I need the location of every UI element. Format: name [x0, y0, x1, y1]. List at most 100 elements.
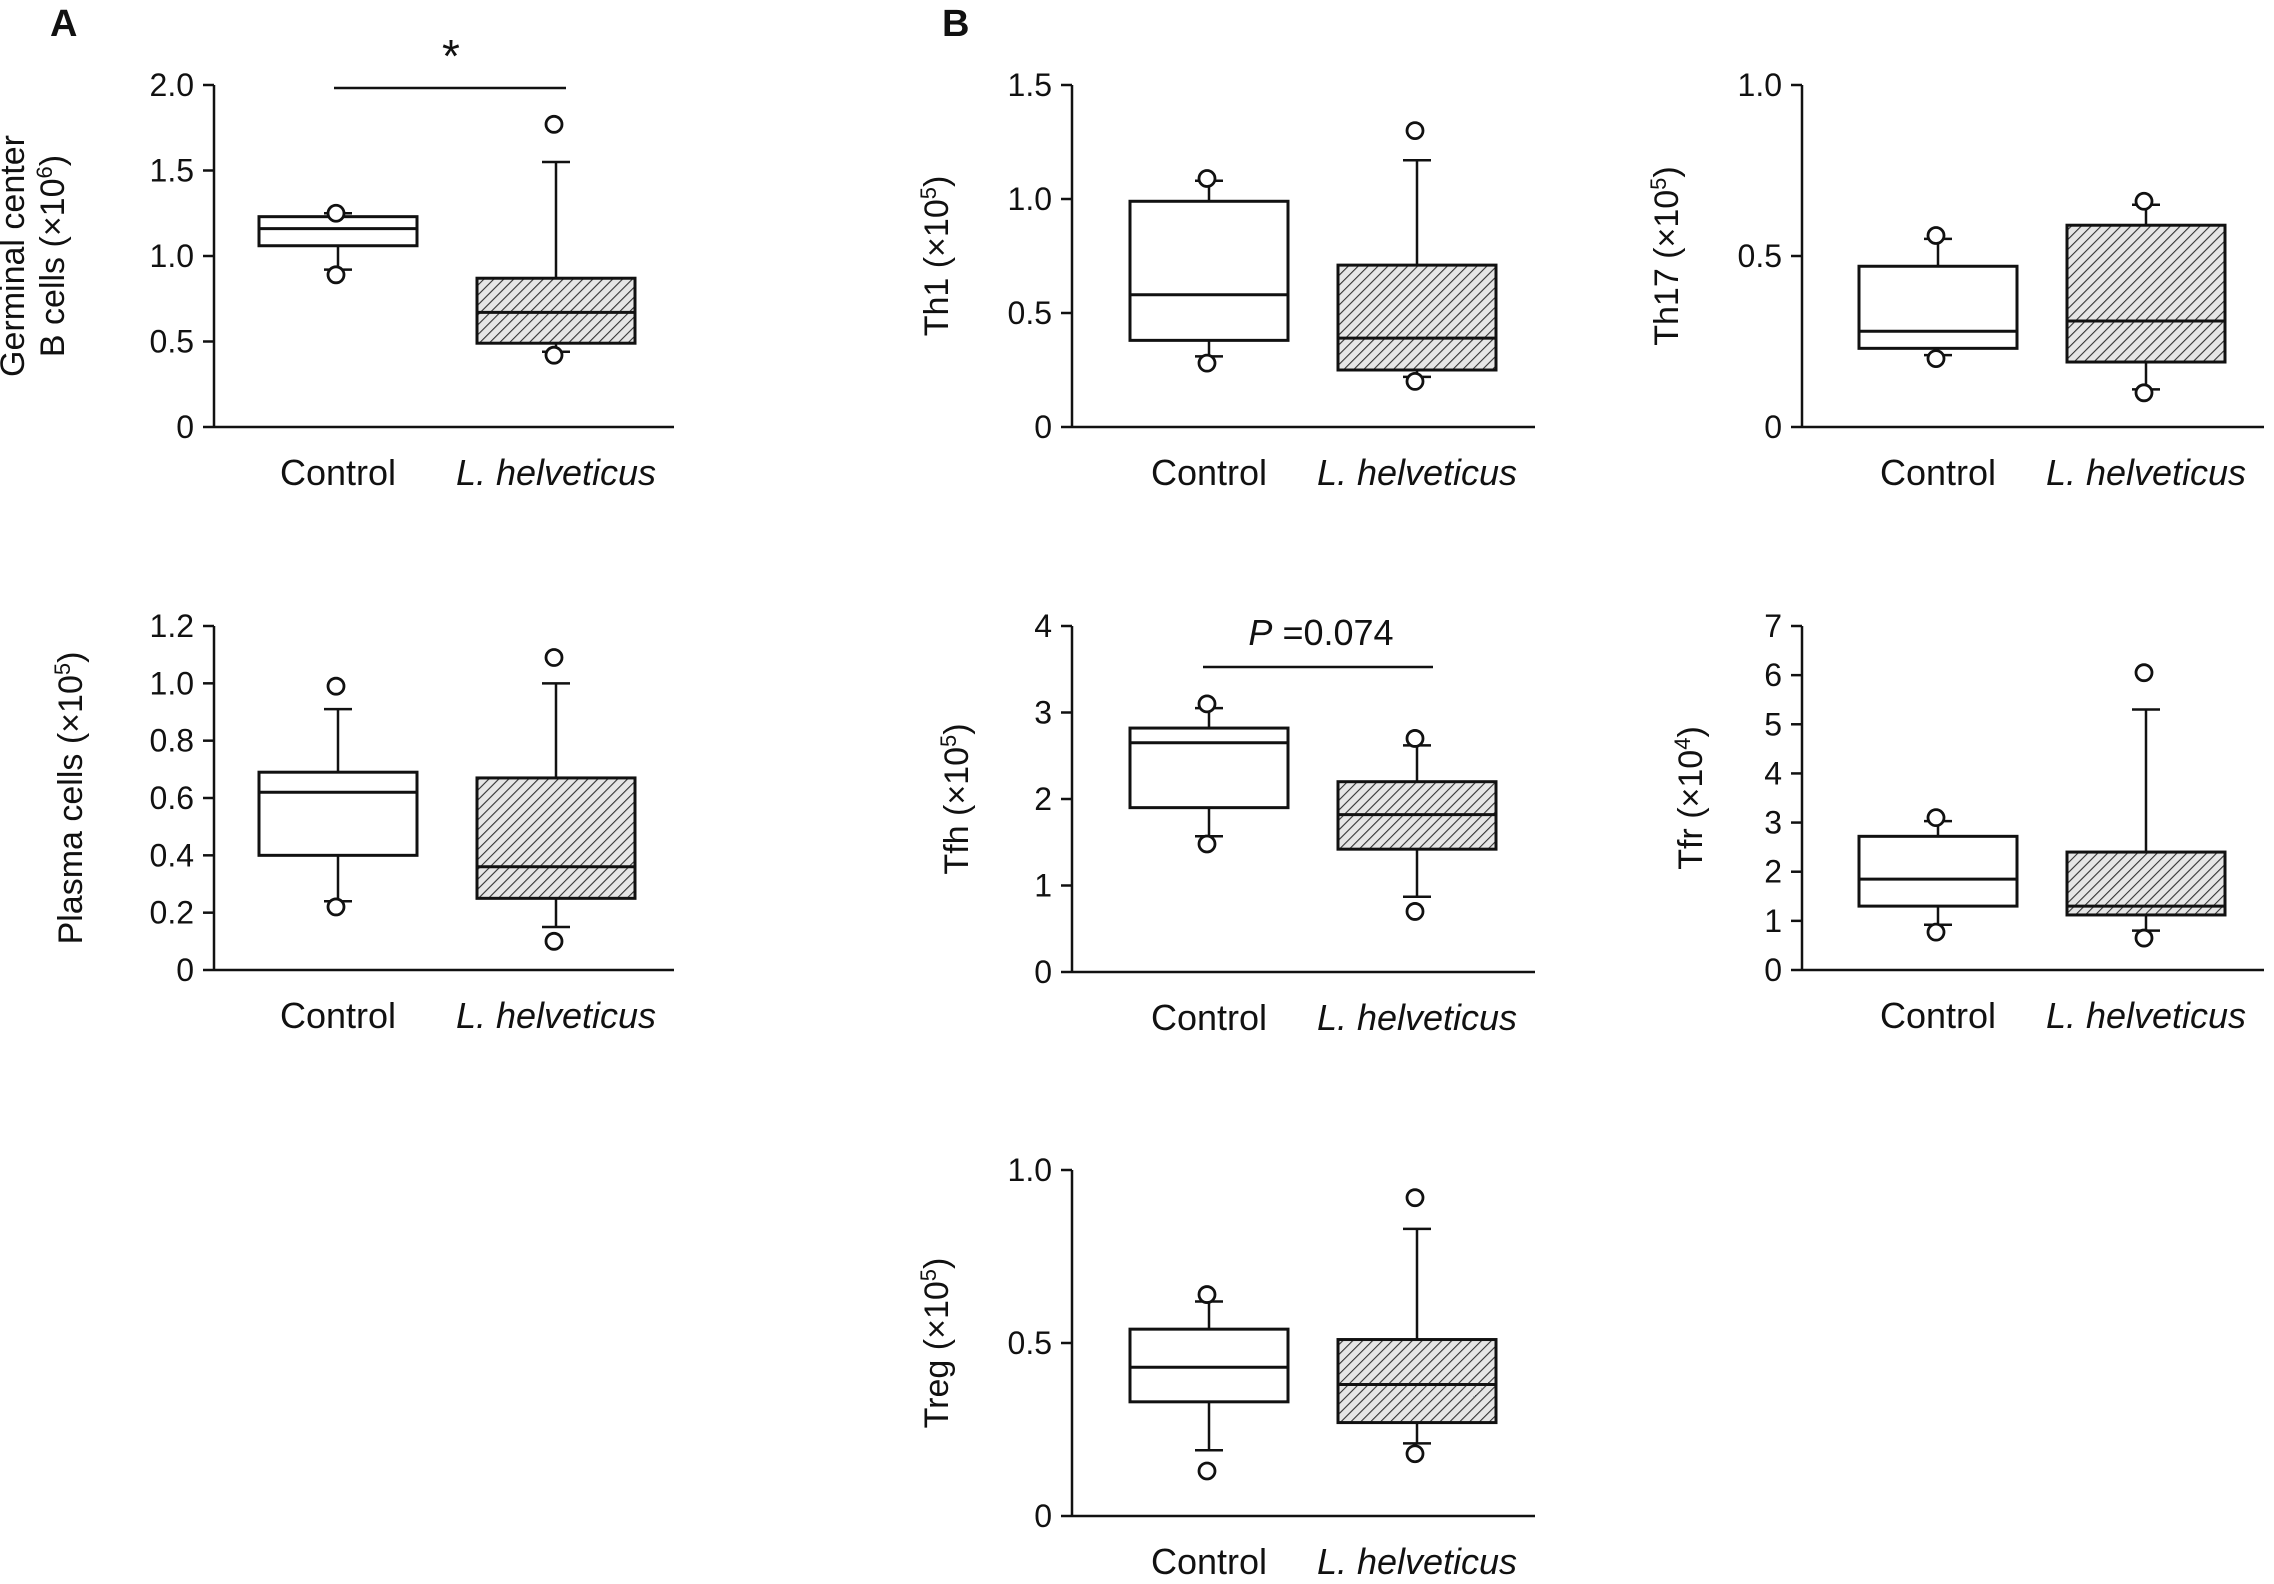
outlier-point: [1197, 834, 1217, 854]
y-axis-label-text: Tfh (×10: [938, 747, 976, 875]
chart-1: 0 0.5 1.0 1.5 2.0 Control L. helveticus Germina…: [0, 30, 674, 493]
category-label: Control: [280, 452, 396, 493]
y-axis-label-text: Th1 (×10: [918, 199, 956, 336]
y-axis-label: Th17 (×105): [1646, 166, 1687, 346]
box-control: [1128, 169, 1290, 373]
y-axis-label-close: ): [938, 723, 976, 734]
y-tick-label: 0.6: [150, 780, 194, 816]
category-label: L. helveticus: [1317, 997, 1517, 1038]
box-l-helveticus: [1336, 121, 1498, 391]
outlier-point: [1405, 121, 1425, 141]
box-l-helveticus: [2065, 191, 2227, 403]
p-value-number: =0.074: [1272, 612, 1393, 653]
iqr-box: [1128, 199, 1290, 342]
outlier-point: [326, 676, 346, 696]
iqr-box: [1128, 1327, 1290, 1404]
y-tick-label: 1.0: [1738, 67, 1782, 103]
y-tick-label: 2: [1034, 781, 1052, 817]
category-label: Control: [1151, 997, 1267, 1038]
y-tick-label: 1.5: [150, 153, 194, 189]
y-tick-label: 0: [176, 952, 194, 988]
y-axis-label-close: ): [918, 1258, 956, 1269]
y-tick-label: 0: [1034, 1498, 1052, 1534]
category-label: Control: [1151, 1541, 1267, 1582]
outlier-point: [2134, 928, 2154, 948]
y-axis-label-text: Treg (×10: [918, 1281, 956, 1428]
y-axis-label-exponent: 6: [32, 166, 57, 178]
y-tick-label: 4: [1764, 755, 1782, 791]
box-l-helveticus: [1336, 1188, 1498, 1464]
iqr-box: [1857, 264, 2019, 350]
outlier-point: [1197, 694, 1217, 714]
outlier-point: [1405, 902, 1425, 921]
y-tick-label: 1.0: [1008, 1152, 1052, 1188]
y-tick-label: 3: [1764, 805, 1782, 841]
y-tick-label: 0.5: [1008, 295, 1052, 331]
category-label: L. helveticus: [1317, 1541, 1517, 1582]
y-tick-label: 0.8: [150, 723, 194, 759]
iqr-box: [1857, 834, 2019, 908]
panel-label-b: B: [942, 3, 969, 45]
outlier-point: [1405, 371, 1425, 391]
y-axis-label-exponent: 5: [50, 663, 75, 675]
iqr-box: [2065, 850, 2227, 917]
y-tick-label: 7: [1764, 608, 1782, 644]
y-tick-label: 3: [1034, 695, 1052, 731]
y-axis-label-close: ): [918, 176, 956, 187]
iqr-box: [1128, 726, 1290, 810]
y-axis-label-close: ): [52, 652, 90, 663]
y-tick-label: 1: [1034, 868, 1052, 904]
iqr-box: [257, 770, 419, 857]
category-label: L. helveticus: [2046, 452, 2246, 493]
y-tick-label: 0.2: [150, 895, 194, 931]
outlier-point: [544, 648, 564, 667]
outlier-point: [1405, 1188, 1425, 1208]
y-tick-label: 1.0: [1008, 181, 1052, 217]
category-label: L. helveticus: [456, 452, 656, 493]
chart-5: 0 1 2 3 4 Control L. helveticus Tfh (×105) P =0.…: [936, 608, 1535, 1038]
y-axis-label-text: Tfr (×10: [1672, 750, 1710, 870]
outlier-point: [1926, 349, 1946, 369]
y-axis-label: Tfr (×104): [1670, 726, 1711, 870]
y-tick-label: 0: [176, 409, 194, 445]
outlier-point: [1926, 808, 1946, 828]
y-axis-label-close: ): [34, 155, 72, 166]
significance-star: *: [442, 30, 460, 82]
outlier-point: [1405, 729, 1425, 748]
box-l-helveticus: [475, 648, 637, 951]
y-axis-label: Treg (×105): [916, 1258, 957, 1429]
outlier-point: [326, 203, 346, 223]
category-label: L. helveticus: [456, 995, 656, 1036]
box-control: [1857, 808, 2019, 942]
box-control: [1128, 694, 1290, 854]
y-axis-label: Plasma cells (×105): [50, 652, 91, 945]
y-axis-label: Germinal centerB cells (×106): [0, 135, 72, 377]
y-axis-label-text: Th17 (×10: [1648, 190, 1686, 346]
y-axis-label-line1: Germinal center: [0, 135, 32, 377]
y-tick-label: 1.0: [150, 665, 194, 701]
outlier-point: [1197, 1461, 1217, 1481]
y-tick-label: 5: [1764, 706, 1782, 742]
outlier-point: [326, 897, 346, 917]
box-l-helveticus: [475, 114, 637, 365]
outlier-point: [1405, 1444, 1425, 1464]
outlier-point: [1926, 922, 1946, 942]
outlier-point: [2134, 191, 2154, 211]
y-tick-label: 0.5: [150, 324, 194, 360]
y-tick-label: 0.5: [1008, 1325, 1052, 1361]
y-tick-label: 2: [1764, 854, 1782, 890]
y-axis-label-text: Plasma cells (×10: [52, 675, 90, 944]
outlier-point: [2134, 383, 2154, 403]
y-tick-label: 2.0: [150, 67, 194, 103]
box-control: [1128, 1285, 1290, 1481]
outlier-point: [1197, 1285, 1217, 1304]
outlier-point: [544, 931, 564, 951]
box-control: [1857, 226, 2019, 369]
y-axis-label-close: ): [1672, 726, 1710, 737]
panel-label-a: A: [50, 3, 77, 45]
y-tick-label: 1.2: [150, 608, 194, 644]
y-tick-label: 6: [1764, 657, 1782, 693]
y-tick-label: 1.0: [150, 238, 194, 274]
y-axis-label-line2: B cells (×10: [34, 178, 72, 357]
